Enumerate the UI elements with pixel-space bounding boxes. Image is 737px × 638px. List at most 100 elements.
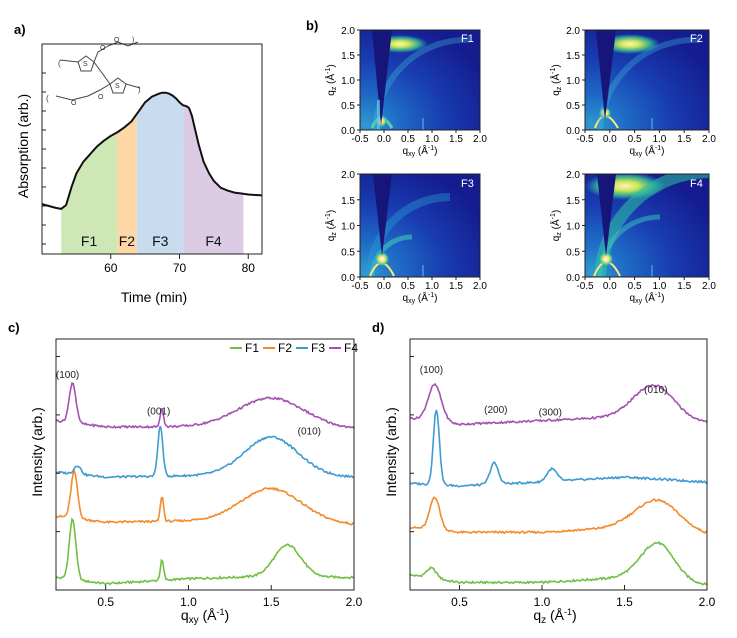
peak-annotation: (100) — [56, 370, 79, 381]
series-line-f3 — [55, 425, 355, 479]
series-line-f1 — [55, 517, 355, 586]
panel-c-xlabel: qxy (Å-1) — [181, 607, 229, 626]
fraction-label-f2: F2 — [119, 233, 136, 249]
x-tick-label: 0.5 — [97, 595, 114, 609]
map-y-tick-label: 1.5 — [341, 51, 355, 62]
peak-annotation: (200) — [484, 405, 507, 416]
map-x-tick-label: 1.5 — [449, 134, 463, 145]
panel-a-label: a) — [14, 22, 26, 37]
map-xlabel: qxy (Å-1) — [630, 291, 665, 305]
panel-d-ylabel: Intensity (arb.) — [383, 407, 399, 496]
fraction-region-f3 — [136, 92, 184, 254]
map-x-tick-label: 0.5 — [401, 281, 415, 292]
map-x-tick-label: 1.5 — [677, 281, 691, 292]
map-y-tick-label: 2.0 — [566, 170, 580, 181]
fraction-label-f3: F3 — [152, 233, 169, 249]
svg-text:(: ( — [58, 59, 61, 68]
x-tick-label: 1.0 — [534, 595, 551, 609]
map-x-tick-label: 0.0 — [377, 281, 391, 292]
fraction-region-f2 — [116, 113, 137, 254]
map-x-tick-label: 0.0 — [377, 134, 391, 145]
molecule-structure-icon: ( S S O O ) O O ( ) — [46, 37, 141, 107]
x-tick-label: 1.5 — [616, 595, 633, 609]
map-x-tick-label: 0.5 — [628, 134, 642, 145]
panel-d: d) 0.5 1.0 1.5 2.0 (100) (200) (300) (010) qz (… — [372, 320, 716, 626]
map-y-tick-label: 0.5 — [341, 101, 355, 112]
map-y-tick-label: 1.5 — [341, 196, 355, 207]
peak-annotation: (001) — [147, 406, 170, 417]
map-x-tick-label: 1.0 — [652, 281, 666, 292]
map-y-tick-label: 0.5 — [341, 247, 355, 258]
map-x-tick-label: 2.0 — [473, 281, 487, 292]
map-x-tick-label: 0.5 — [628, 281, 642, 292]
fraction-label-f4: F4 — [205, 233, 222, 249]
plot-frame — [409, 338, 708, 591]
map-y-tick-label: 1.5 — [566, 196, 580, 207]
map-y-tick-label: 2.0 — [566, 26, 580, 37]
plot-frame — [55, 338, 355, 591]
map-x-tick-label: 2.0 — [702, 134, 716, 145]
x-tick-label: 1.5 — [263, 595, 280, 609]
svg-text:S: S — [83, 61, 88, 68]
map-x-tick-label: 1.0 — [425, 281, 439, 292]
map-ylabel: qz (Å-1) — [549, 64, 563, 95]
map-ylabel: qz (Å-1) — [549, 210, 563, 241]
map-y-tick-label: 1.0 — [341, 222, 355, 233]
map-x-tick-label: 1.0 — [652, 134, 666, 145]
map-y-tick-label: 0.0 — [341, 273, 355, 284]
map-label-f2: F2 — [690, 33, 703, 45]
panel-a-ylabel: Absorption (arb.) — [15, 94, 31, 198]
map-y-tick-label: 0.5 — [566, 247, 580, 258]
fraction-region-f1 — [61, 132, 117, 254]
peak-annotation: (300) — [539, 408, 562, 419]
map-xlabel: qxy (Å-1) — [403, 144, 438, 158]
x-tick-label: 1.0 — [180, 595, 197, 609]
x-tick-label: 80 — [242, 261, 256, 275]
svg-text:O: O — [98, 94, 104, 101]
map-x-tick-label: 1.5 — [449, 281, 463, 292]
map-y-tick-label: 1.0 — [566, 76, 580, 87]
svg-text:O: O — [71, 100, 77, 107]
absorption-line — [41, 91, 263, 210]
map-label-f3: F3 — [461, 178, 474, 190]
panel-c: c) 0.5 1.0 1.5 2.0 (100) (001) (010) F1 F2 F3 F4 q… — [8, 320, 363, 626]
giwaxs-map-f3: F3 — [360, 174, 480, 277]
legend-label-f2: F2 — [278, 341, 292, 355]
x-tick-label: 2.0 — [346, 595, 363, 609]
map-x-tick-label: 1.5 — [677, 134, 691, 145]
map-x-tick-label: -0.5 — [576, 134, 594, 145]
map-y-tick-label: 2.0 — [341, 170, 355, 181]
map-xlabel: qxy (Å-1) — [403, 291, 438, 305]
x-tick-label: 70 — [173, 261, 187, 275]
panel-a-xlabel: Time (min) — [121, 289, 187, 305]
map-y-tick-label: 0.0 — [341, 126, 355, 137]
series-line-f4 — [55, 381, 355, 430]
legend-label-f3: F3 — [311, 341, 325, 355]
map-x-tick-label: 2.0 — [473, 134, 487, 145]
panel-b: b) F1 F2 — [306, 18, 716, 305]
svg-text:(: ( — [46, 94, 49, 103]
map-y-tick-label: 0.0 — [566, 126, 580, 137]
map-ylabel: qz (Å-1) — [324, 210, 338, 241]
svg-text:): ) — [138, 85, 141, 94]
panel-c-ylabel: Intensity (arb.) — [29, 407, 45, 496]
map-x-tick-label: -0.5 — [576, 281, 594, 292]
map-x-tick-label: 0.0 — [603, 281, 617, 292]
x-tick-label: 2.0 — [699, 595, 716, 609]
map-y-tick-label: 2.0 — [341, 26, 355, 37]
giwaxs-map-f4: F4 — [585, 174, 709, 277]
giwaxs-map-f1: F1 — [360, 30, 480, 130]
map-x-tick-label: 0.0 — [603, 134, 617, 145]
map-x-tick-label: -0.5 — [351, 281, 369, 292]
x-tick-label: 60 — [104, 261, 118, 275]
map-x-tick-label: 0.5 — [401, 134, 415, 145]
map-x-tick-label: 2.0 — [702, 281, 716, 292]
map-x-tick-label: -0.5 — [351, 134, 369, 145]
panel-c-label: c) — [8, 320, 20, 335]
series-line-f2 — [410, 496, 708, 535]
legend-label-f1: F1 — [245, 341, 259, 355]
series-line-f4 — [409, 382, 708, 426]
x-tick-label: 0.5 — [451, 595, 468, 609]
giwaxs-map-f2: F2 — [585, 30, 709, 130]
map-y-tick-label: 0.5 — [566, 101, 580, 112]
